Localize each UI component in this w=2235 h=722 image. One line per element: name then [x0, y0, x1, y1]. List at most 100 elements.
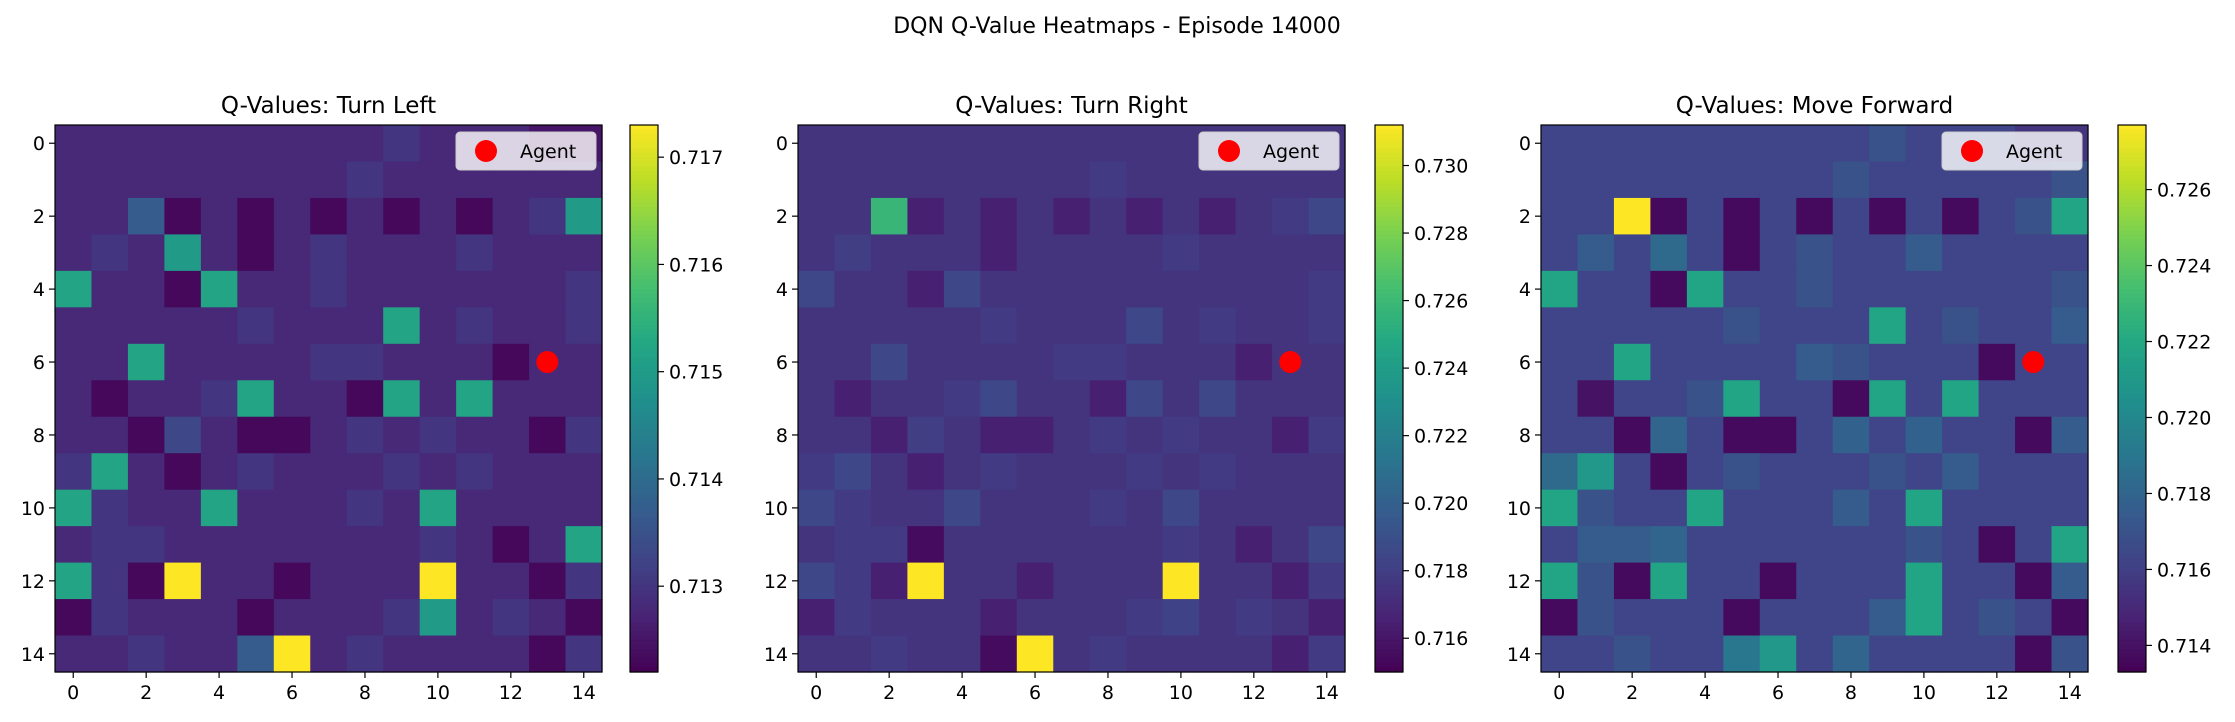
heatmap-cell	[1796, 161, 1834, 199]
heatmap-cell	[1089, 307, 1127, 345]
heatmap-cell	[1308, 270, 1346, 308]
heatmap-cell	[943, 343, 981, 381]
colorbar-segment	[1375, 662, 1403, 669]
colorbar-segment	[2118, 175, 2146, 181]
heatmap-cell	[419, 343, 457, 381]
heatmap-cell	[91, 453, 129, 491]
heatmap-cell	[127, 234, 165, 272]
heatmap-cell	[1978, 307, 2016, 345]
heatmap-cell	[273, 635, 311, 673]
heatmap-cell	[2015, 562, 2053, 600]
colorbar-segment	[630, 202, 658, 208]
heatmap-cell	[346, 416, 384, 454]
heatmap-cell	[127, 307, 165, 345]
colorbar-segment	[630, 293, 658, 299]
colorbar-segment	[2118, 156, 2146, 163]
heatmap-cell	[1650, 599, 1688, 637]
heatmap-cell	[2051, 489, 2089, 527]
heatmap-cell	[980, 270, 1018, 308]
colorbar-segment	[2118, 612, 2146, 618]
colorbar-segment	[2118, 430, 2146, 436]
colorbar-segment	[1375, 161, 1403, 167]
heatmap-cell	[1199, 343, 1237, 381]
colorbar-segment	[2118, 585, 2146, 591]
colorbar-segment	[1375, 334, 1403, 340]
heatmap-cell	[1162, 489, 1200, 527]
heatmap-cell	[1162, 270, 1200, 308]
y-tick-label: 2	[33, 206, 45, 228]
heatmap-cell	[798, 635, 836, 673]
colorbar-segment	[630, 238, 658, 245]
colorbar-segment	[1375, 539, 1403, 545]
heatmap-cell	[456, 599, 494, 637]
heatmap-cell	[798, 234, 836, 272]
heatmap-cell	[1577, 197, 1615, 235]
colorbar-segment	[630, 594, 658, 600]
colorbar-segment	[2118, 321, 2146, 327]
heatmap-cell	[164, 635, 202, 673]
heatmap-cell	[456, 489, 494, 527]
heatmap-cell	[1796, 635, 1834, 673]
colorbar-segment	[2118, 147, 2146, 153]
heatmap-cell	[798, 125, 836, 163]
heatmap-cell	[1577, 307, 1615, 345]
heatmap-cell	[1053, 161, 1091, 199]
heatmap-cell	[200, 489, 238, 527]
heatmap-cell	[907, 270, 945, 308]
colorbar-segment	[630, 216, 658, 222]
colorbar-segment	[2118, 434, 2146, 441]
heatmap-cell	[1199, 197, 1237, 235]
colorbar-segment	[1375, 544, 1403, 550]
x-tick-label: 14	[2058, 682, 2082, 704]
colorbar-segment	[630, 193, 658, 199]
colorbar-segment	[1375, 530, 1403, 536]
heatmap-cell	[456, 234, 494, 272]
heatmap-cell	[200, 599, 238, 637]
heatmap-cell	[1162, 562, 1200, 600]
heatmap-cell	[1235, 635, 1273, 673]
heatmap-cell	[55, 197, 93, 235]
heatmap-cell	[1942, 234, 1980, 272]
colorbar-segment	[1375, 407, 1403, 413]
colorbar-segment	[2118, 653, 2146, 659]
heatmap-cell	[1126, 453, 1164, 491]
colorbar-segment	[2118, 475, 2146, 482]
heatmap-cell	[55, 380, 93, 418]
colorbar-segment	[2118, 421, 2146, 427]
colorbar-segment	[1375, 462, 1403, 468]
colorbar-segment	[630, 143, 658, 149]
colorbar-segment	[630, 667, 658, 673]
heatmap-cell	[1308, 453, 1346, 491]
colorbar-segment	[2118, 507, 2146, 514]
colorbar-segment	[630, 279, 658, 286]
heatmap-cell	[1942, 599, 1980, 637]
colorbar-segment	[630, 430, 658, 436]
colorbar-segment	[1375, 434, 1403, 441]
colorbar-segment	[2118, 558, 2146, 564]
colorbar-segment	[630, 266, 658, 272]
heatmap-cell	[383, 307, 421, 345]
heatmap-cell	[1199, 234, 1237, 272]
colorbar-segment	[2118, 471, 2146, 477]
heatmap-cell	[798, 380, 836, 418]
colorbar-segment	[2118, 152, 2146, 158]
colorbar-segment	[630, 403, 658, 409]
heatmap-cell	[1869, 489, 1907, 527]
colorbar-segment	[630, 576, 658, 582]
heatmap-cell	[1308, 380, 1346, 418]
colorbar-segment	[630, 166, 658, 172]
colorbar-segment	[1375, 594, 1403, 600]
heatmap-cell	[1126, 161, 1164, 199]
heatmap-cell	[565, 416, 603, 454]
heatmap-cell	[419, 526, 457, 564]
heatmap-cell	[1869, 307, 1907, 345]
heatmap-cell	[1832, 343, 1870, 381]
heatmap-cell	[310, 526, 348, 564]
colorbar-segment	[1375, 453, 1403, 459]
heatmap-cell	[456, 635, 494, 673]
heatmap-cell	[200, 562, 238, 600]
heatmap-cell	[273, 197, 311, 235]
heatmap-cell	[1723, 161, 1761, 199]
colorbar-segment	[1375, 202, 1403, 208]
heatmap-cell	[1759, 599, 1797, 637]
